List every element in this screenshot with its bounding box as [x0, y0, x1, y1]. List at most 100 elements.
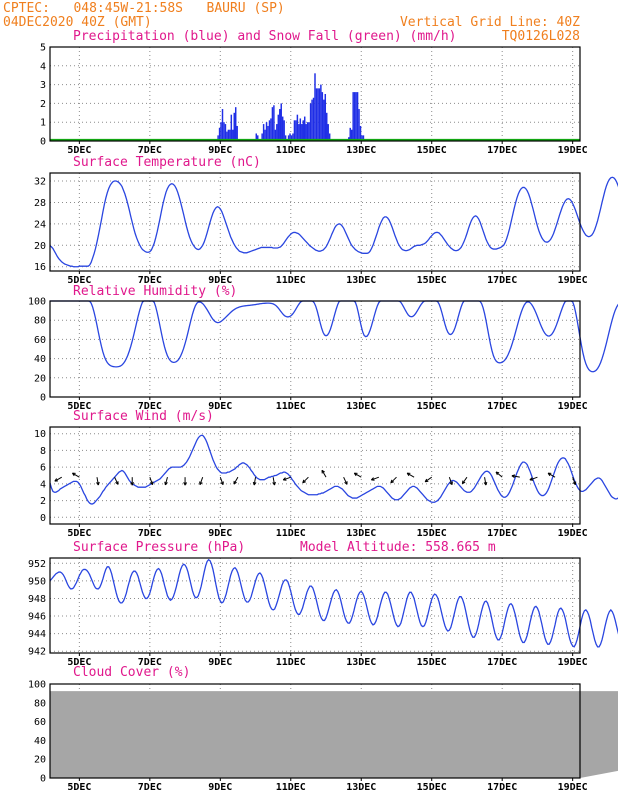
pressure-xtick-4: 13DEC — [346, 657, 376, 668]
precip-xtick-3: 11DEC — [276, 145, 306, 156]
wind-arrow — [183, 477, 187, 486]
pressure-ytick-5: 952 — [28, 559, 46, 570]
precip-bar — [315, 88, 318, 141]
precip-bar — [257, 135, 259, 141]
precip-bar — [290, 135, 293, 141]
wind-ytick-0: 0 — [40, 513, 46, 524]
precip-bar — [299, 118, 302, 141]
panel-cloud: Cloud Cover (%) 0 20 40 60 80 100 5DEC 7DEC 9DEC 1… — [28, 665, 618, 793]
cloud-xtick-1: 7DEC — [138, 782, 162, 793]
cloud-ytick-3: 60 — [34, 717, 46, 728]
pressure-xtick-7: 19DEC — [558, 657, 588, 668]
pressure-xtick-0: 5DEC — [67, 657, 91, 668]
precip-bar — [277, 114, 280, 141]
cloud-ytick-0: 0 — [40, 774, 46, 785]
precip-bar — [321, 92, 324, 141]
humidity-ytick-0: 0 — [40, 393, 46, 404]
wind-ytick-1: 2 — [40, 496, 46, 507]
wind-arrow — [495, 471, 503, 478]
precip-bar — [305, 124, 307, 141]
wind-arrow — [96, 477, 100, 486]
wind-ytick-3: 6 — [40, 463, 46, 474]
precip-bar — [362, 135, 365, 141]
temperature-line — [49, 176, 618, 268]
precip-bar — [227, 129, 230, 141]
wind-arrow — [272, 477, 276, 486]
precip-bar — [296, 114, 299, 141]
temperature-xtick-7: 19DEC — [558, 275, 588, 286]
humidity-xtick-0: 5DEC — [67, 401, 91, 412]
wind-frame — [49, 426, 581, 525]
temperature-ytick-0: 16 — [34, 262, 46, 273]
wind-ytick-2: 4 — [40, 479, 46, 490]
wind-xtick-2: 9DEC — [208, 528, 232, 539]
cloud-ytick-1: 20 — [34, 755, 46, 766]
precip-bar — [289, 133, 291, 141]
precip-xtick-7: 19DEC — [558, 145, 588, 156]
date-line: 04DEC2020 40Z (GMT) — [3, 15, 152, 30]
panel-wind: Surface Wind (m/s) 0 2 4 6 8 10 5DEC 7DEC 9DEC 11D… — [34, 409, 618, 539]
precip-bar — [262, 124, 265, 141]
grid-note: Vertical Grid Line: 40Z — [400, 15, 580, 30]
humidity-line — [50, 300, 618, 373]
wind-arrow — [343, 476, 348, 485]
precip-bar — [292, 133, 294, 141]
temperature-xtick-2: 9DEC — [208, 275, 232, 286]
precip-bar — [271, 107, 274, 141]
wind-line — [49, 434, 618, 505]
precip-xtick-1: 7DEC — [138, 145, 162, 156]
pressure-ytick-2: 946 — [28, 612, 46, 623]
wind-arrow — [199, 477, 204, 486]
precip-bar — [295, 120, 297, 141]
humidity-title: Relative Humidity (%) — [73, 284, 237, 299]
wind-arrow — [448, 477, 453, 486]
cloud-ytick-2: 40 — [34, 736, 46, 747]
precip-xtick-0: 5DEC — [67, 145, 91, 156]
temperature-ytick-1: 20 — [34, 241, 46, 252]
precip-bar — [324, 94, 327, 141]
wind-arrow — [483, 477, 488, 486]
wind-arrow — [406, 472, 415, 478]
precip-bar — [293, 120, 296, 141]
precip-bar — [264, 129, 266, 141]
wind-xtick-0: 5DEC — [67, 528, 91, 539]
precip-bar — [309, 103, 312, 141]
precip-bar — [302, 120, 304, 141]
precip-bar — [270, 118, 272, 141]
pressure-frame — [49, 557, 581, 654]
humidity-xtick-1: 7DEC — [138, 401, 162, 412]
temperature-xtick-5: 15DEC — [417, 275, 447, 286]
wind-title: Surface Wind (m/s) — [73, 409, 214, 424]
precip-xtick-2: 9DEC — [208, 145, 232, 156]
wind-arrow — [282, 476, 291, 481]
precip-frame — [49, 46, 581, 142]
station-line: CPTEC: 048:45W-21:58S BAURU (SP) — [3, 1, 285, 16]
precip-bar — [349, 127, 351, 141]
header: CPTEC: 048:45W-21:58S BAURU (SP) 04DEC20… — [3, 1, 580, 44]
temperature-xtick-3: 11DEC — [276, 275, 306, 286]
wind-arrow — [72, 472, 80, 478]
model-code: TQ0126L028 — [502, 29, 580, 44]
wind-arrow — [54, 476, 62, 482]
wind-arrow — [424, 476, 433, 483]
precip-bar — [355, 92, 357, 141]
humidity-xtick-4: 13DEC — [346, 401, 376, 412]
precip-bar — [303, 116, 306, 141]
precip-bar — [221, 109, 224, 141]
pressure-line — [49, 558, 618, 648]
humidity-xtick-5: 15DEC — [417, 401, 447, 412]
precip-bar — [217, 135, 219, 141]
precip-bar — [318, 88, 321, 141]
pressure-ytick-0: 942 — [28, 647, 46, 658]
pressure-title: Surface Pressure (hPa) — [73, 540, 245, 555]
pressure-xtick-2: 9DEC — [208, 657, 232, 668]
panel-temperature: Surface Temperature (nC) 16 20 24 28 32 5DEC 7D… — [34, 155, 618, 286]
cloud-xtick-4: 13DEC — [346, 782, 376, 793]
precip-bar — [356, 92, 359, 141]
precip-bar — [298, 124, 300, 141]
precip-xtick-6: 17DEC — [487, 145, 517, 156]
precip-bar — [327, 124, 329, 141]
temperature-ytick-2: 24 — [34, 219, 46, 230]
precip-bar — [281, 116, 284, 141]
temperature-ytick-4: 32 — [34, 177, 46, 188]
